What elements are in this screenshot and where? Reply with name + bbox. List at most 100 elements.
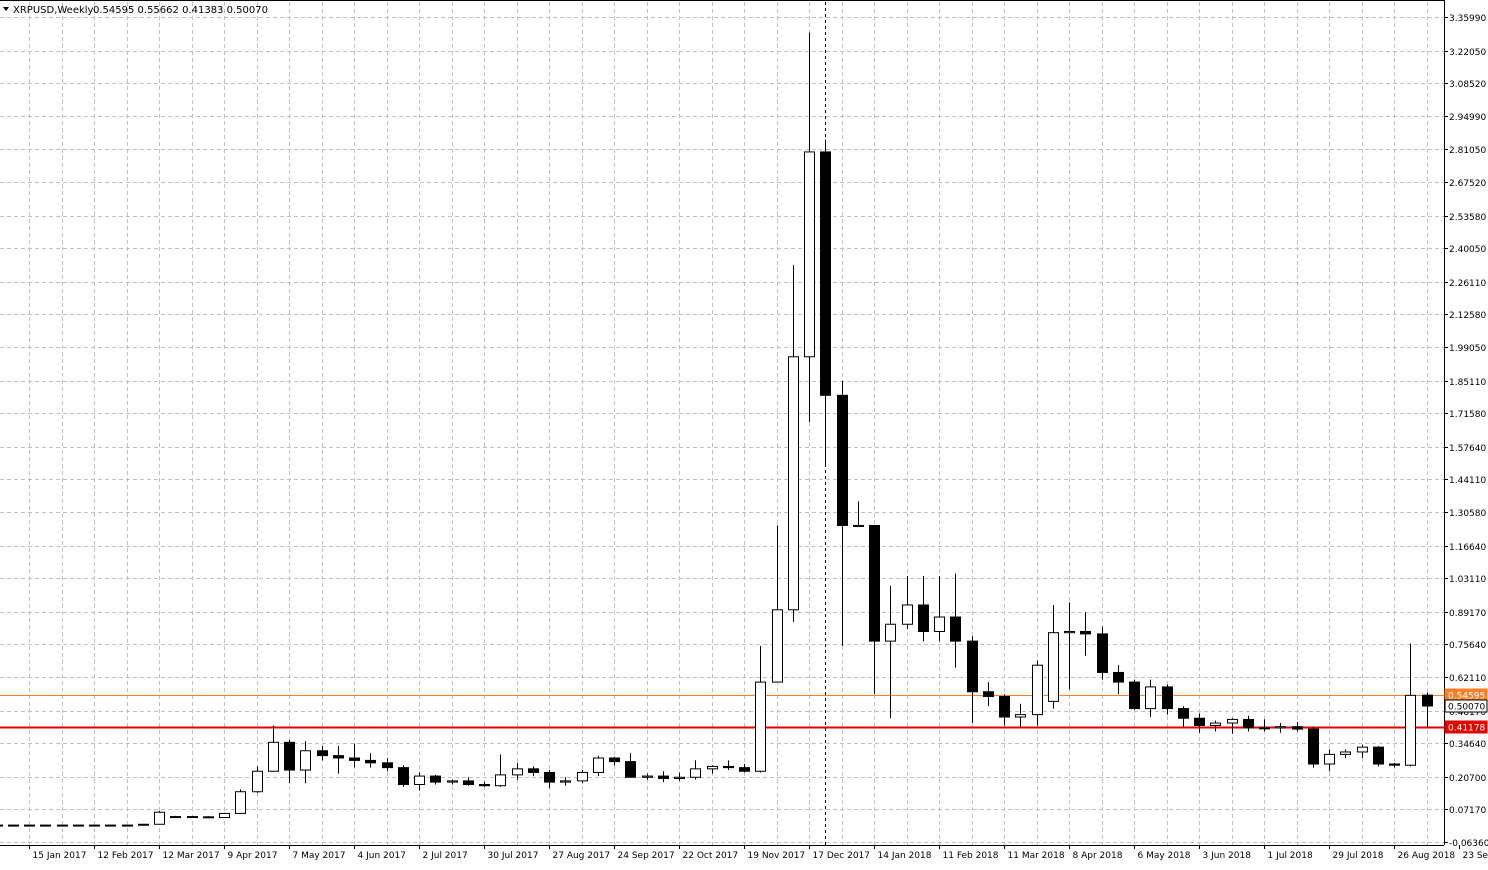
candle-body-bull xyxy=(58,825,68,826)
time-tick-label: 9 Apr 2017 xyxy=(228,851,278,861)
bid-price-label-text: 0.50070 xyxy=(1448,703,1485,713)
candle-body-bull xyxy=(935,617,945,631)
candle-body-bear xyxy=(285,742,295,770)
candle-body-bear xyxy=(480,785,490,786)
time-tick-label: 22 Oct 2017 xyxy=(683,851,739,861)
candle-body-bull xyxy=(789,357,799,610)
candle-body-bull xyxy=(1016,715,1026,717)
support-price-label: 0.41178 xyxy=(1445,721,1487,734)
candle xyxy=(9,825,19,826)
candle-body-bull xyxy=(204,817,214,818)
price-tick-label: 1.85110 xyxy=(1449,378,1486,388)
candle xyxy=(106,825,116,826)
price-tick-label: 1.71580 xyxy=(1449,410,1486,420)
candle-body-bull xyxy=(1049,633,1059,702)
price-tick-label: 0.75640 xyxy=(1449,641,1486,651)
candle-body-bear xyxy=(1195,718,1205,725)
time-tick-label: 7 May 2017 xyxy=(293,851,346,861)
candle-body-bull xyxy=(123,825,133,826)
candle-body-bear xyxy=(740,768,750,772)
candle-body-bear xyxy=(659,776,669,778)
candle-body-bull xyxy=(415,776,425,784)
candle-body-bear xyxy=(366,760,376,762)
time-tick-label: 19 Nov 2017 xyxy=(748,851,806,861)
time-tick-label: 1 Jul 2018 xyxy=(1268,851,1313,861)
candle-body-bear xyxy=(545,772,555,782)
candle xyxy=(1130,680,1140,710)
candle xyxy=(578,770,588,783)
candle xyxy=(204,816,214,817)
candle xyxy=(1098,627,1108,680)
candle-body-bull xyxy=(448,781,458,782)
candle-body-bear xyxy=(1163,687,1173,709)
candle-body-bull xyxy=(155,812,165,824)
candle-body-bear xyxy=(1244,719,1254,727)
candle-body-bear xyxy=(1374,747,1384,764)
candle xyxy=(41,825,51,826)
price-tick-label: 0.20700 xyxy=(1449,774,1486,784)
candle-body-bear xyxy=(41,825,51,826)
candle-body-bull xyxy=(1325,754,1335,764)
candle-body-bull xyxy=(253,771,263,791)
candle-body-bull xyxy=(188,817,198,818)
candle-body-bull xyxy=(269,742,279,771)
candle-body-bear xyxy=(74,825,84,826)
price-tick-label: 2.81050 xyxy=(1449,146,1486,156)
candle-body-bull xyxy=(1260,728,1270,729)
candle-body-bear xyxy=(9,825,19,826)
candle xyxy=(123,825,133,826)
candle-body-bull xyxy=(301,751,311,770)
ohlc-readout: 0.54595 0.55662 0.41383 0.50070 xyxy=(93,5,268,16)
candle-body-bull xyxy=(1341,752,1351,754)
candle-body-bull xyxy=(90,825,100,826)
candle-body-bear xyxy=(1081,631,1091,633)
candle-body-bull xyxy=(756,682,766,771)
time-tick-label: 26 Aug 2018 xyxy=(1398,851,1456,861)
time-tick-label: 15 Jan 2017 xyxy=(33,851,87,861)
candle-body-bear xyxy=(838,395,848,525)
candle-body-bear xyxy=(431,776,441,782)
price-tick-label: 0.62110 xyxy=(1449,674,1486,684)
candle-body-bull xyxy=(1146,687,1156,709)
candle-body-bear xyxy=(626,762,636,778)
candle-body-bull xyxy=(708,766,718,768)
price-tick-label: 2.53580 xyxy=(1449,213,1486,223)
candle-body-bull xyxy=(1211,723,1221,725)
candle-body-bear xyxy=(984,692,994,697)
candle xyxy=(139,824,149,825)
candle-body-bull xyxy=(513,769,523,775)
candle-body-bear xyxy=(968,641,978,692)
candle xyxy=(171,816,181,818)
candle-body-bear xyxy=(870,525,880,641)
support-price-label-text: 0.41178 xyxy=(1448,724,1485,734)
time-tick-label: 11 Mar 2018 xyxy=(1008,851,1065,861)
candle-body-bull xyxy=(903,605,913,624)
price-tick-label: 1.99050 xyxy=(1449,344,1486,354)
price-tick-label: 0.34640 xyxy=(1449,740,1486,750)
candle-body-bull xyxy=(496,775,506,786)
candle-body-bear xyxy=(334,756,344,758)
candle-body-bull xyxy=(1065,631,1075,632)
candle-body-bear xyxy=(1000,697,1010,717)
price-tick-label: 2.94990 xyxy=(1449,113,1486,123)
symbol-title: XRPUSD,Weekly xyxy=(13,5,94,16)
candle-body-bull xyxy=(594,758,604,772)
candle-body-bear xyxy=(464,781,474,785)
candle xyxy=(25,825,35,826)
candle-body-bear xyxy=(399,768,409,785)
candle-body-bull xyxy=(854,525,864,526)
time-tick-label: 23 Sep 2018 xyxy=(1463,851,1488,861)
price-tick-label: 1.03110 xyxy=(1449,575,1486,585)
candle xyxy=(188,816,198,817)
candle-body-bull xyxy=(139,824,149,825)
candle-body-bear xyxy=(1309,729,1319,764)
candle-body-bear xyxy=(1390,764,1400,765)
candle-body-bull xyxy=(1228,719,1238,723)
price-tick-label: 1.16640 xyxy=(1449,543,1486,553)
candle-body-bear xyxy=(318,751,328,756)
time-tick-label: 8 Apr 2018 xyxy=(1073,851,1123,861)
candle xyxy=(1374,746,1384,766)
